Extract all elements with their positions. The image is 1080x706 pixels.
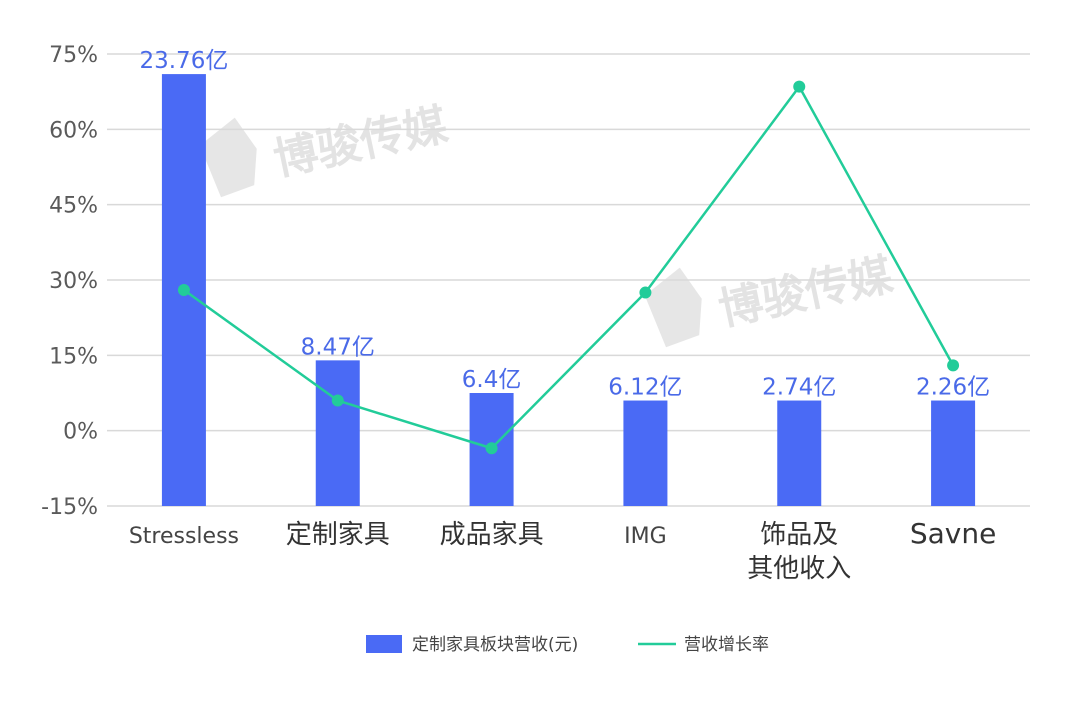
growth-line [183,85,955,450]
x-axis-ticks: Stressless 定制家具 成品家具 IMG 饰品及其他收入 Savne [129,517,997,584]
watermark-2: 博骏传媒 [644,249,898,348]
growth-point [177,284,190,297]
data-label: 8.47亿 [301,334,375,360]
y-tick-label: -15% [41,495,98,520]
x-tick-label: IMG [624,524,667,549]
y-tick-label: 30% [49,269,98,294]
y-tick-label: 15% [49,344,98,369]
x-tick-label: 饰品及其他收入 [747,520,851,584]
line-series [177,80,960,455]
growth-point [331,394,344,407]
bar-series [161,74,976,506]
data-label: 6.12亿 [608,375,682,401]
data-label: 23.76亿 [139,48,228,74]
data-labels: 23.76亿 8.47亿 6.4亿 6.12亿 2.74亿 2.26亿 [139,48,990,400]
y-tick-label: 45% [49,194,98,219]
x-tick-label: Stressless [129,524,239,549]
x-tick-label: 定制家具 [286,520,390,550]
watermark-text-2: 博骏传媒 [714,249,898,336]
y-tick-label: 60% [49,118,98,143]
bar [623,400,668,506]
legend-swatch-bar [366,635,402,653]
growth-point [793,80,806,93]
growth-point [639,286,652,299]
y-axis-ticks: -15% 0% 15% 30% 45% 60% 75% [41,43,98,520]
legend: 定制家具板块营收(元) 营收增长率 [366,635,769,655]
watermark-text-1: 博骏传媒 [269,99,453,186]
y-tick-label: 0% [63,420,98,445]
bar [931,400,976,506]
legend-label-line: 营收增长率 [684,635,769,655]
y-tick-label: 75% [49,43,98,68]
data-label: 2.74亿 [762,375,836,401]
growth-point [947,359,960,372]
data-label: 6.4亿 [462,367,522,393]
growth-point [485,442,498,455]
legend-label-bar: 定制家具板块营收(元) [412,635,578,655]
bar [777,400,822,506]
grid-lines [107,53,1030,507]
watermark-1: 博骏传媒 [199,99,453,198]
data-label: 2.26亿 [916,375,990,401]
x-tick-label: Savne [910,517,996,550]
x-tick-label: 成品家具 [440,520,544,550]
bar [315,360,360,506]
